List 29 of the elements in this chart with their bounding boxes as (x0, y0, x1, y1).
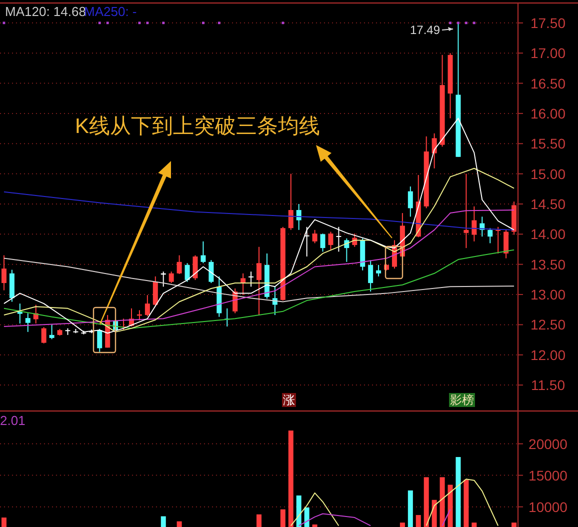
line-series (3, 249, 515, 329)
y-tick-label: 15000 (528, 467, 568, 484)
y-tick-label: 15.00 (530, 166, 566, 182)
annotation: MA250: - (84, 4, 137, 19)
y-tick-label: 14.00 (530, 226, 566, 242)
annotation: 影榜 (450, 393, 474, 407)
y-tick-label: 11.50 (531, 377, 566, 394)
annotation: 涨 (283, 393, 295, 407)
annotation: 2.01 (0, 413, 26, 428)
annotation: K线从下到上突破三条均线 (75, 115, 320, 138)
y-tick-label: 17.00 (530, 45, 566, 62)
line-series (426, 478, 499, 526)
y-tick-label: 12.50 (530, 316, 566, 333)
line-series (290, 492, 340, 526)
line-series (298, 513, 372, 526)
y-tick-label: 13.00 (530, 286, 566, 303)
y-tick-label: 16.50 (530, 75, 566, 92)
y-tick-label: 20000 (528, 436, 568, 452)
y-tick-label: 16.00 (530, 105, 566, 122)
annotation: MA120: 14.68 (5, 4, 86, 19)
y-tick-label: 17.50 (530, 14, 566, 31)
y-tick-label: 12.00 (530, 346, 566, 363)
y-tick-label: 10000 (528, 498, 568, 515)
line-series (3, 168, 515, 332)
y-tick-label: 14.50 (530, 196, 566, 212)
line-series (3, 258, 515, 302)
annotation: 17.49 (410, 23, 440, 37)
y-tick-label: 15.50 (530, 136, 566, 152)
y-tick-label: 13.50 (530, 256, 566, 272)
